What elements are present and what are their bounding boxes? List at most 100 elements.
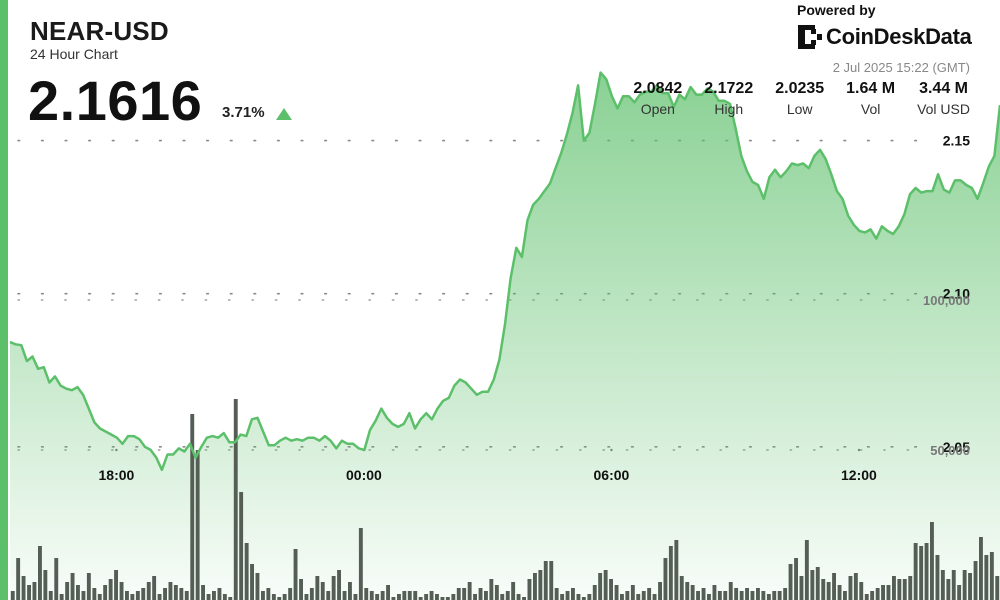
volume-bar [636, 594, 641, 600]
stats-panel: 2.0842 Open 2.1722 High 2.0235 Low 1.64 … [611, 80, 970, 117]
volume-bar [27, 585, 31, 600]
volume-bar [435, 594, 439, 600]
volume-bar [402, 591, 407, 600]
volume-bar [625, 591, 630, 600]
volume-bar [456, 588, 461, 600]
volume-bar [946, 579, 951, 600]
volume-bar [511, 582, 516, 600]
volume-bar [418, 597, 423, 600]
volume-bar [337, 570, 341, 600]
volume-bar [848, 576, 853, 600]
volume-bar [984, 555, 989, 600]
volume-bar [701, 588, 706, 600]
volume-bar [375, 594, 380, 600]
volume-bar [467, 582, 472, 600]
volume-bar [881, 585, 885, 600]
volume-bar [598, 573, 603, 600]
x-tick-label: 06:00 [594, 467, 630, 483]
timestamp: 2 Jul 2025 15:22 (GMT) [832, 60, 970, 75]
volume-bar [331, 576, 336, 600]
volume-bar [380, 591, 385, 600]
volume-bar [130, 594, 135, 600]
volume-bar [875, 588, 880, 600]
volume-bar [494, 585, 499, 600]
volume-bar [103, 585, 108, 600]
volume-bar [581, 597, 586, 600]
accent-bar [0, 0, 8, 600]
volume-bar [859, 582, 864, 600]
volume-bar [407, 591, 412, 600]
pair-title: NEAR-USD [30, 16, 169, 46]
volume-bar [70, 573, 75, 600]
volume-bar [108, 579, 113, 600]
volume-bar [228, 597, 233, 600]
volume-bar [652, 594, 657, 600]
volume-bar [837, 585, 842, 600]
volume-bar [190, 414, 195, 600]
volume-bar [543, 561, 548, 600]
volume-bar [576, 594, 581, 600]
volume-bar [489, 579, 494, 600]
volume-bar [772, 591, 777, 600]
volume-bar [146, 582, 151, 600]
volume-bar [968, 573, 972, 600]
volume-bar [799, 576, 804, 600]
y-tick-label: 2.05 [943, 439, 970, 455]
volume-bar [222, 594, 227, 600]
volume-bar [516, 594, 521, 600]
volume-bar [16, 558, 21, 600]
stat-value: 1.64 M [846, 80, 896, 97]
volume-bar [348, 582, 352, 600]
volume-bar [609, 579, 613, 600]
stat-label: Open [640, 101, 675, 117]
volume-bar [870, 591, 875, 600]
volume-bar [54, 558, 59, 600]
volume-bar [206, 594, 211, 600]
volume-bar [212, 591, 216, 600]
volume-bar [255, 573, 260, 600]
volume-bar [919, 546, 924, 600]
volume-bar [119, 582, 124, 600]
volume-tick-label: 100,000 [923, 293, 970, 308]
volume-bar [424, 594, 429, 600]
volume-bar [685, 582, 690, 600]
volume-bar [658, 582, 662, 600]
volume-bar [364, 588, 369, 600]
stat-label: Low [786, 101, 813, 117]
volume-bar [288, 588, 293, 600]
brand-name: CoinDeskData [826, 24, 972, 49]
volume-bar [484, 591, 488, 600]
volume-bar [886, 585, 891, 600]
volume-bar [679, 576, 684, 600]
volume-bar [853, 573, 858, 600]
volume-bar [500, 594, 505, 600]
chart-subtitle: 24 Hour Chart [30, 46, 118, 62]
volume-bar [250, 564, 254, 600]
volume-bar [391, 597, 396, 600]
volume-bar [135, 591, 140, 600]
volume-bar [843, 591, 847, 600]
volume-bar [92, 588, 97, 600]
volume-bar [43, 570, 48, 600]
stat-label: Vol USD [917, 101, 970, 117]
volume-bar [386, 585, 390, 600]
volume-bar [571, 588, 575, 600]
volume-bar [201, 585, 205, 600]
stat-value: 2.1722 [704, 80, 754, 97]
volume-bar [152, 576, 157, 600]
stat-value: 2.0235 [775, 80, 825, 97]
volume-bar [293, 549, 298, 600]
volume-bar [908, 576, 913, 600]
volume-bar [707, 594, 711, 600]
volume-bar [647, 588, 652, 600]
volume-bar [674, 540, 679, 600]
volume-bar [320, 582, 325, 600]
volume-bar [717, 591, 722, 600]
volume-bar [65, 582, 70, 600]
stat-value: 2.0842 [633, 80, 683, 97]
volume-bar [587, 594, 592, 600]
volume-bar [173, 585, 178, 600]
volume-bar [696, 591, 700, 600]
volume-bar [440, 597, 445, 600]
volume-bar [739, 591, 744, 600]
